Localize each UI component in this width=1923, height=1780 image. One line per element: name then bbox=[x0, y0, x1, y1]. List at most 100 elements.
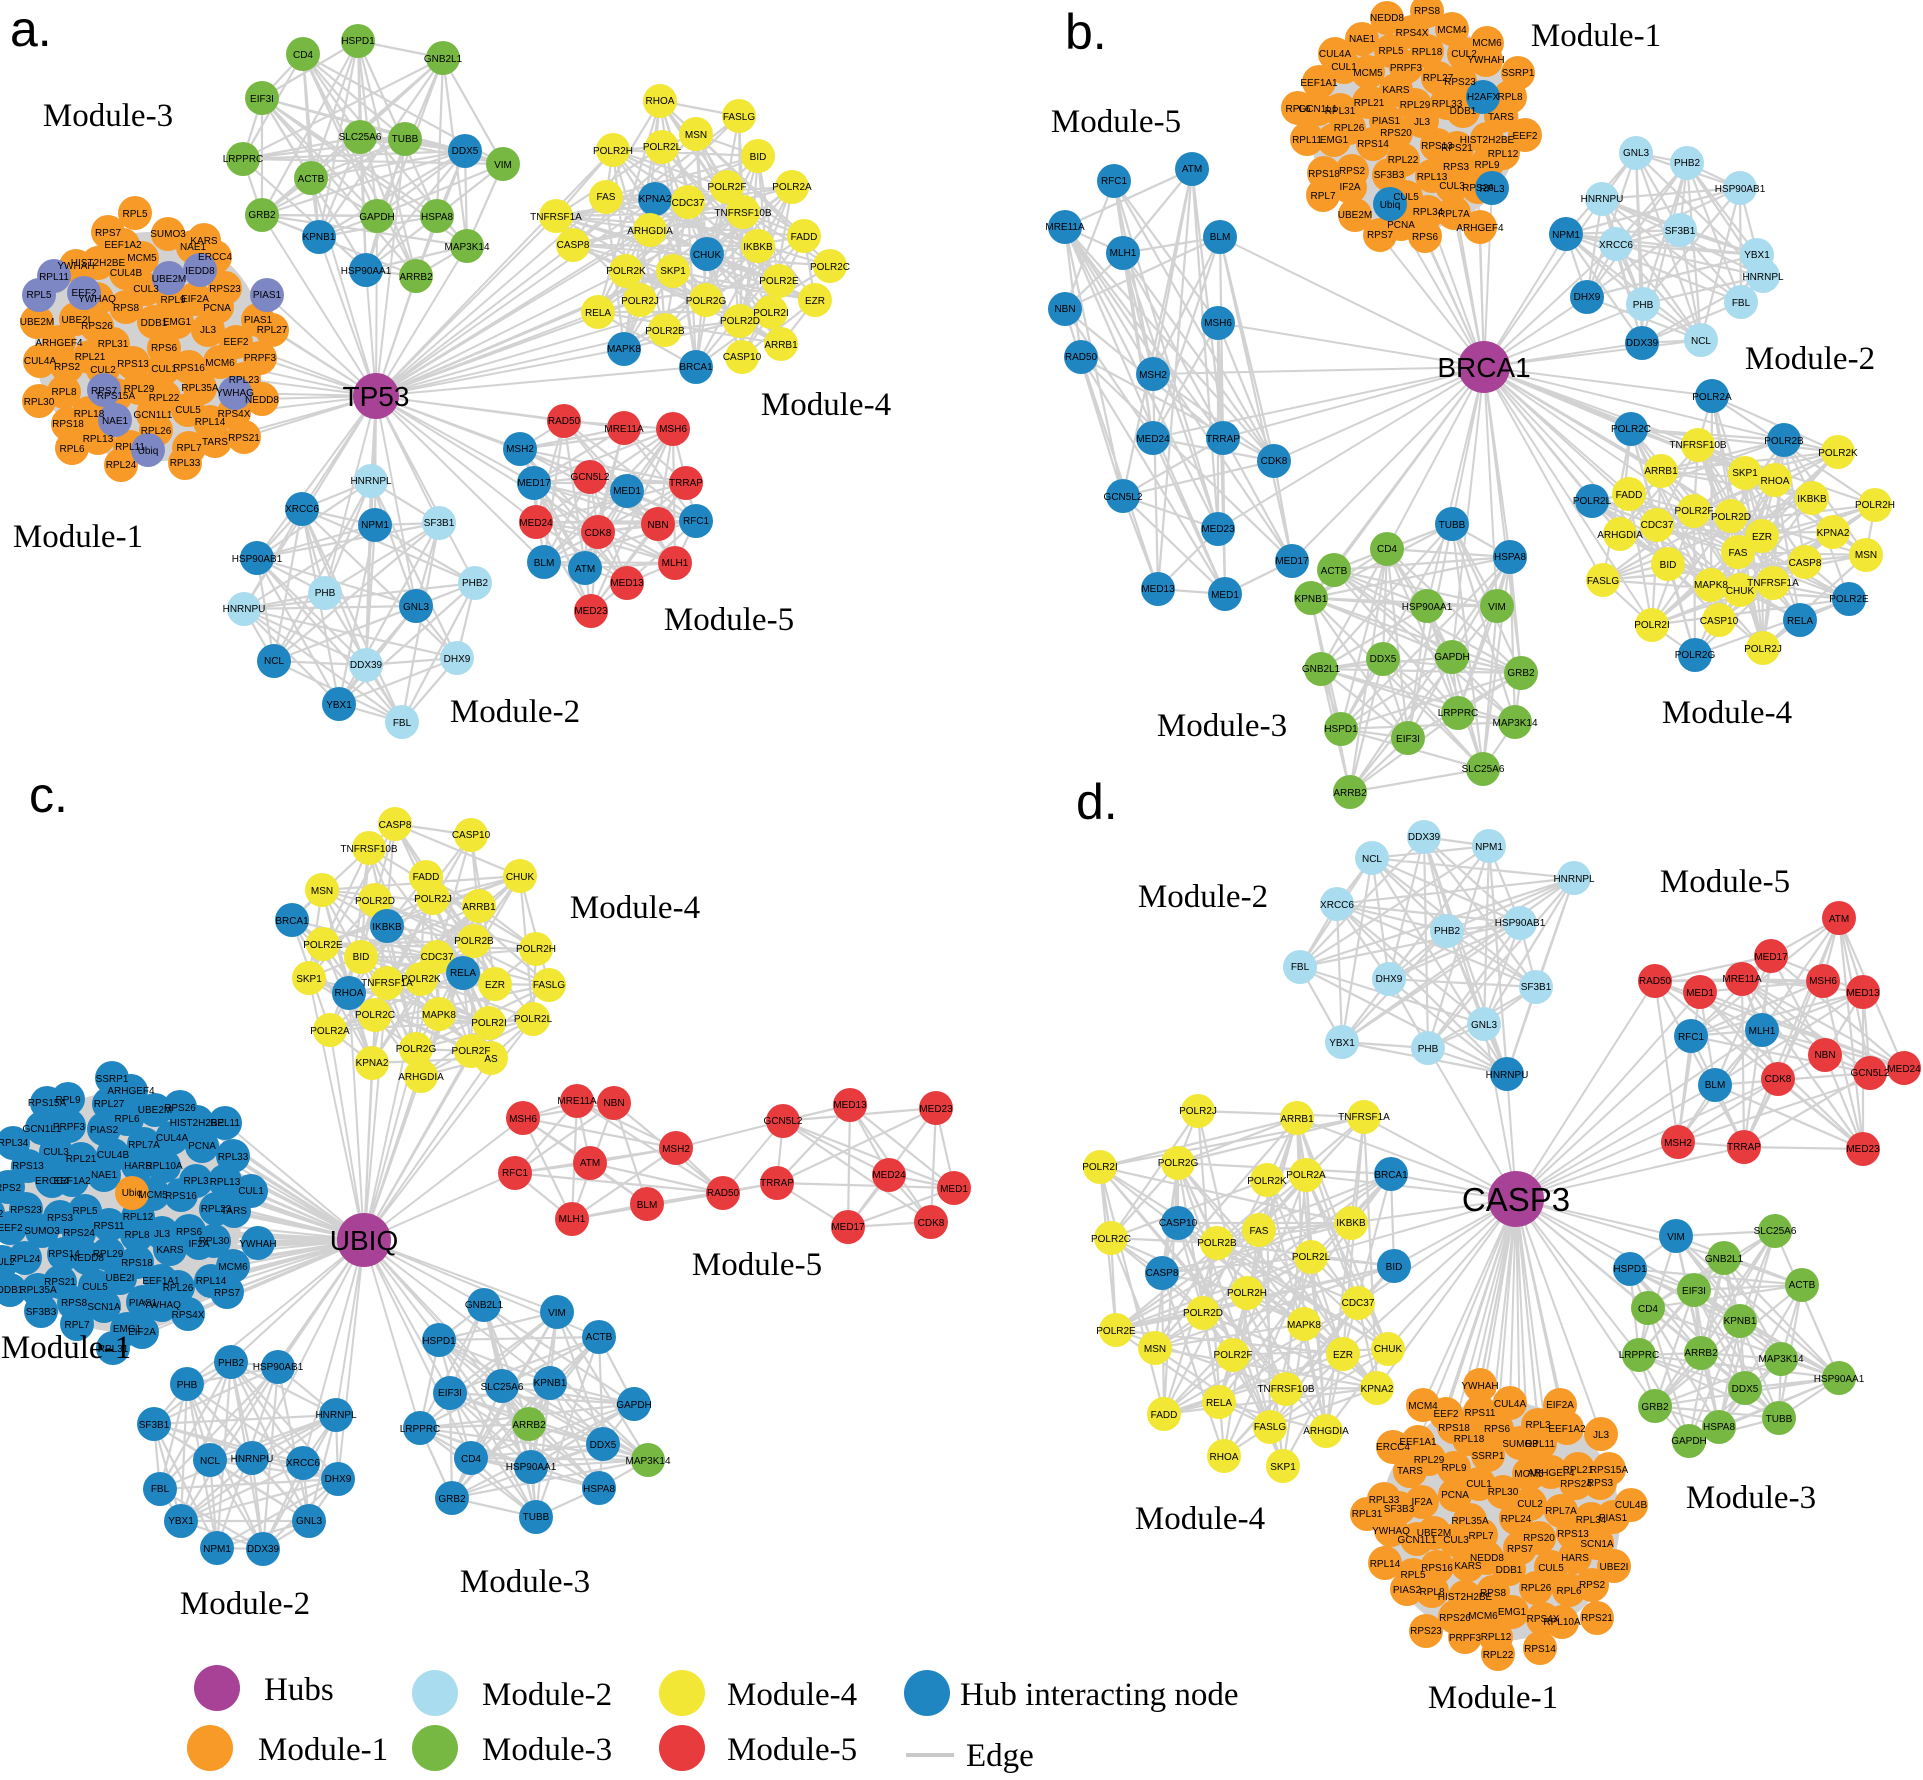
svg-text:POLR2C: POLR2C bbox=[810, 262, 850, 273]
svg-text:POLR2H: POLR2H bbox=[1855, 500, 1895, 511]
svg-text:YWHAQ: YWHAQ bbox=[78, 294, 116, 305]
svg-text:RPS26: RPS26 bbox=[1462, 183, 1494, 194]
svg-text:GAPDH: GAPDH bbox=[1671, 1436, 1707, 1447]
svg-text:Module-2: Module-2 bbox=[1138, 879, 1268, 915]
svg-text:RPS4X: RPS4X bbox=[172, 1310, 205, 1321]
svg-text:HSPA8: HSPA8 bbox=[421, 212, 453, 223]
svg-text:CASP10: CASP10 bbox=[1159, 1218, 1198, 1229]
svg-text:RPL21: RPL21 bbox=[1354, 98, 1385, 109]
svg-text:PRPF3: PRPF3 bbox=[53, 1122, 86, 1133]
svg-text:Module-1: Module-1 bbox=[258, 1732, 388, 1768]
svg-text:POLR2H: POLR2H bbox=[593, 146, 633, 157]
svg-text:RPL33: RPL33 bbox=[1432, 99, 1463, 110]
svg-text:MSH6: MSH6 bbox=[1809, 976, 1837, 987]
svg-text:POLR2J: POLR2J bbox=[414, 894, 452, 905]
svg-text:RPL9: RPL9 bbox=[55, 1095, 80, 1106]
svg-text:RFC1: RFC1 bbox=[1101, 176, 1128, 187]
svg-text:RPL12: RPL12 bbox=[1488, 149, 1519, 160]
svg-text:NAE1: NAE1 bbox=[91, 1170, 118, 1181]
svg-text:MAPK8: MAPK8 bbox=[422, 1010, 456, 1021]
svg-text:POLR2L: POLR2L bbox=[1573, 496, 1612, 507]
svg-text:PCNA: PCNA bbox=[1441, 1490, 1469, 1501]
svg-text:RPL5: RPL5 bbox=[26, 290, 51, 301]
svg-text:POLR2I: POLR2I bbox=[1634, 620, 1670, 631]
svg-text:FADD: FADD bbox=[1616, 490, 1643, 501]
svg-text:Module-5: Module-5 bbox=[1660, 864, 1790, 900]
svg-text:KPNB1: KPNB1 bbox=[1724, 1316, 1757, 1327]
svg-text:CDK8: CDK8 bbox=[585, 528, 612, 539]
svg-text:SSRP1: SSRP1 bbox=[96, 1074, 129, 1085]
svg-text:BLM: BLM bbox=[637, 1200, 658, 1211]
svg-text:EEF1A1: EEF1A1 bbox=[1399, 1437, 1437, 1448]
svg-text:MSH2: MSH2 bbox=[1664, 1138, 1692, 1149]
svg-text:c.: c. bbox=[29, 767, 68, 823]
svg-text:RPS23: RPS23 bbox=[10, 1205, 42, 1216]
svg-text:CUL4B: CUL4B bbox=[1615, 1500, 1648, 1511]
svg-text:HSP90AA1: HSP90AA1 bbox=[1814, 1374, 1865, 1385]
svg-text:RPL5: RPL5 bbox=[72, 1206, 97, 1217]
svg-text:TARS: TARS bbox=[1397, 1466, 1423, 1477]
svg-text:FBL: FBL bbox=[393, 718, 412, 729]
svg-text:CUL4A: CUL4A bbox=[1319, 49, 1352, 60]
svg-text:POLR2L: POLR2L bbox=[1292, 1252, 1331, 1263]
svg-text:RPL7: RPL7 bbox=[64, 1320, 89, 1331]
svg-text:RPS15A: RPS15A bbox=[97, 391, 136, 402]
svg-text:RPL26: RPL26 bbox=[163, 1283, 194, 1294]
svg-text:CHUK: CHUK bbox=[1726, 586, 1755, 597]
svg-text:RPL11: RPL11 bbox=[210, 1118, 240, 1129]
svg-text:HIST2H2BE: HIST2H2BE bbox=[1460, 135, 1515, 146]
svg-text:FADD: FADD bbox=[791, 232, 818, 243]
svg-text:KARS: KARS bbox=[190, 236, 218, 247]
svg-text:RPS13: RPS13 bbox=[1421, 141, 1453, 152]
svg-text:GNL3: GNL3 bbox=[1623, 148, 1650, 159]
svg-text:TARS: TARS bbox=[202, 437, 228, 448]
svg-text:ARHGDIA: ARHGDIA bbox=[627, 226, 673, 237]
svg-text:DHX9: DHX9 bbox=[1376, 974, 1403, 985]
svg-text:AS: AS bbox=[484, 1054, 498, 1065]
svg-text:RPS7: RPS7 bbox=[1507, 1544, 1534, 1555]
svg-text:CUL3: CUL3 bbox=[133, 284, 159, 295]
svg-text:NAE1: NAE1 bbox=[102, 416, 129, 427]
svg-text:RPL27: RPL27 bbox=[1423, 73, 1454, 84]
svg-text:EMG1: EMG1 bbox=[113, 1324, 142, 1335]
svg-text:GNB2L1: GNB2L1 bbox=[1302, 664, 1341, 675]
svg-text:EIF3I: EIF3I bbox=[1396, 734, 1420, 745]
svg-text:RPL9: RPL9 bbox=[1474, 160, 1499, 171]
svg-text:EEF2: EEF2 bbox=[223, 337, 248, 348]
svg-text:ACTB: ACTB bbox=[1789, 1280, 1816, 1291]
svg-text:EMG1: EMG1 bbox=[163, 317, 192, 328]
svg-text:RPL13: RPL13 bbox=[210, 1177, 241, 1188]
svg-text:EEF2: EEF2 bbox=[1433, 1409, 1458, 1420]
svg-text:SUMO3: SUMO3 bbox=[24, 1226, 60, 1237]
svg-text:RPS7: RPS7 bbox=[1367, 230, 1394, 241]
svg-text:HSP90AA1: HSP90AA1 bbox=[1402, 602, 1453, 613]
svg-text:ARRB1: ARRB1 bbox=[1644, 466, 1678, 477]
svg-text:LRPPRC: LRPPRC bbox=[1438, 708, 1479, 719]
svg-text:BID: BID bbox=[353, 952, 370, 963]
svg-text:FBL: FBL bbox=[1291, 962, 1310, 973]
svg-text:RPL33: RPL33 bbox=[1369, 1495, 1400, 1506]
svg-text:CD4: CD4 bbox=[461, 1454, 481, 1465]
svg-text:RPS8: RPS8 bbox=[1480, 1588, 1507, 1599]
svg-text:RPL11: RPL11 bbox=[1525, 1439, 1555, 1450]
svg-text:Module-4: Module-4 bbox=[1135, 1501, 1265, 1537]
svg-text:Hub interacting node: Hub interacting node bbox=[960, 1677, 1239, 1713]
svg-text:NPM1: NPM1 bbox=[361, 520, 389, 531]
svg-text:RPL26: RPL26 bbox=[1521, 1583, 1552, 1594]
svg-text:Module-2: Module-2 bbox=[180, 1586, 310, 1622]
svg-text:NPM1: NPM1 bbox=[1475, 842, 1503, 853]
svg-text:PHB: PHB bbox=[315, 588, 336, 599]
svg-text:MSH2: MSH2 bbox=[506, 444, 534, 455]
svg-text:Module-5: Module-5 bbox=[664, 602, 794, 638]
svg-text:SF3B3: SF3B3 bbox=[26, 1307, 57, 1318]
svg-text:ATM: ATM bbox=[1829, 914, 1849, 925]
svg-text:RPL7A: RPL7A bbox=[1545, 1506, 1577, 1517]
svg-text:MSN: MSN bbox=[311, 886, 333, 897]
svg-text:XRCC6: XRCC6 bbox=[1320, 900, 1354, 911]
svg-text:ARRB2: ARRB2 bbox=[512, 1420, 546, 1431]
svg-text:SCN1A: SCN1A bbox=[1580, 1539, 1614, 1550]
svg-text:MLH1: MLH1 bbox=[1749, 1026, 1776, 1037]
svg-text:GCN1L1: GCN1L1 bbox=[23, 1124, 62, 1135]
svg-text:RPS11: RPS11 bbox=[1465, 1408, 1496, 1419]
svg-text:UBE2M: UBE2M bbox=[20, 317, 54, 328]
